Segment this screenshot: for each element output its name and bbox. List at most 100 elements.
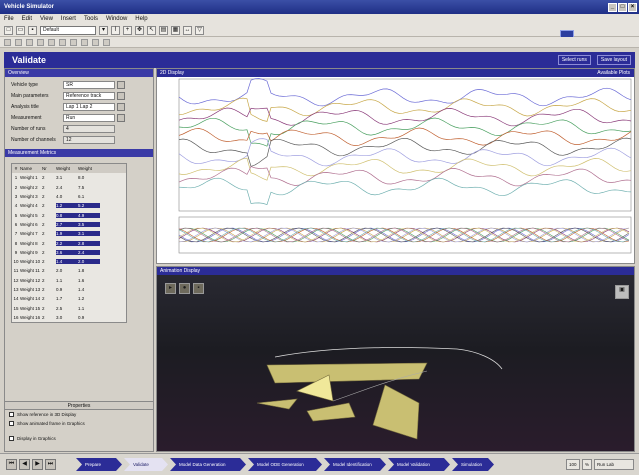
table-row[interactable]: 14 Weight 14 2 1.7 1.2 [12,294,126,303]
record-icon[interactable]: ● [179,283,190,294]
field-browse-button[interactable] [117,80,125,89]
table-cell: Weight 12 [20,277,41,283]
field-browse-button[interactable] [117,91,125,100]
save-layout-button[interactable]: Save layout [596,55,631,65]
animation-canvas[interactable] [157,275,634,451]
layout-combo[interactable]: Default [40,25,96,35]
settings-icon[interactable]: ▪ [193,283,204,294]
table-row[interactable]: 8 Weight 8 2 2.2 2.8 [12,238,126,247]
table-row[interactable]: 15 Weight 15 2 2.5 1.1 [12,303,126,312]
step-validate[interactable]: Validate [124,458,168,471]
menu-file[interactable]: File [4,16,14,22]
tool-icon-1[interactable] [4,38,11,46]
table-cell: 1.2 [56,203,78,209]
step-prepare[interactable]: Prepare [76,458,122,471]
plot-canvas[interactable] [157,77,634,263]
table-row[interactable]: 1 Weight 1 2 3.1 8.0 [12,173,126,182]
table-row[interactable]: 6 Weight 6 2 2.7 3.5 [12,220,126,229]
field-browse-button[interactable] [117,113,125,122]
plot-icon[interactable]: ⌇ [111,25,120,35]
step-simulation[interactable]: Simulation [452,458,494,471]
table-row[interactable]: 13 Weight 13 2 0.9 1.4 [12,285,126,294]
table-cell: Weight 8 [20,240,38,246]
measure-icon[interactable]: ↔ [183,25,192,35]
field-value[interactable]: Lap 1 Lap 2 [63,102,115,111]
menu-insert[interactable]: Insert [60,16,76,22]
print-icon[interactable]: ▤ [159,25,168,35]
table-cell: Weight 1 [20,175,38,181]
trace-line [178,177,632,206]
menu-tools[interactable]: Tools [83,16,98,22]
tool-icon-10[interactable] [103,38,110,46]
menu-edit[interactable]: Edit [21,16,33,22]
first-icon[interactable]: ⏮ [6,459,17,470]
pan-icon[interactable]: ✥ [135,25,144,35]
table-row[interactable]: 4 Weight 4 2 1.2 5.2 [12,201,126,210]
tool-icon-3[interactable] [26,38,33,46]
step-model-validation[interactable]: Model Validation [388,458,450,471]
tool-icon-7[interactable] [70,38,77,46]
field-value[interactable]: 4 [63,124,115,133]
filter-icon[interactable]: ▽ [195,25,204,35]
metrics-table[interactable]: # Name Nr Weight Weight 1 Weight 1 2 3.1 8.0… [11,163,127,324]
step-model-data-generation[interactable]: Model Data Generation [170,458,246,471]
checkbox-show-animated[interactable]: Show animated frame in Graphics [5,419,153,428]
tool-icon-5[interactable] [48,38,55,46]
field-browse-button[interactable] [117,102,125,111]
field-row: Number of channels 12 [5,134,153,145]
zoom-icon[interactable]: + [123,25,132,35]
field-value[interactable]: 12 [63,135,115,144]
tool-icon-9[interactable] [92,38,99,46]
step-model-identification[interactable]: Model Identification [324,458,386,471]
checkbox-icon[interactable] [9,412,14,417]
menu-bar: File Edit View Insert Tools Window Help [0,14,639,24]
table-cell: 1.9 [56,231,78,237]
available-plots-link[interactable]: Available Plots [597,70,630,76]
table-row[interactable]: 12 Weight 12 2 1.1 1.6 [12,276,126,285]
prev-icon[interactable]: ◀ [19,459,30,470]
checkbox-icon[interactable] [9,421,14,426]
tool-icon-8[interactable] [81,38,88,46]
field-value[interactable]: Run [63,113,115,122]
table-cell: 6 [14,221,18,227]
tool-icon-2[interactable] [15,38,22,46]
dropdown-icon[interactable]: ▾ [99,25,108,35]
table-row[interactable]: 11 Weight 11 2 2.0 1.8 [12,266,126,275]
menu-view[interactable]: View [40,16,53,22]
step-model-ode-generation[interactable]: Model ODE Generation [248,458,322,471]
next-icon[interactable]: ▶ [32,459,43,470]
menu-window[interactable]: Window [105,16,128,22]
tool-icon-4[interactable] [37,38,44,46]
table-row[interactable]: 10 Weight 10 2 1.4 2.0 [12,257,126,266]
menu-help[interactable]: Help [135,16,148,22]
camera-icon[interactable]: ▣ [615,285,629,299]
grid-icon[interactable]: ▦ [171,25,180,35]
table-row[interactable]: 5 Weight 5 2 0.8 4.9 [12,210,126,219]
select-runs-button[interactable]: Select runs [557,55,591,65]
table-row[interactable]: 2 Weight 2 2 2.4 7.5 [12,183,126,192]
minimize-button[interactable]: _ [608,2,617,12]
field-value[interactable]: Reference track [63,91,115,100]
maximize-button[interactable]: □ [618,2,627,12]
save-icon[interactable]: ▪ [28,25,37,35]
tool-icon-6[interactable] [59,38,66,46]
play-icon[interactable]: ▸ [165,283,176,294]
close-button[interactable]: × [628,2,637,12]
checkbox-icon[interactable] [9,436,14,441]
table-row[interactable]: 9 Weight 9 2 3.6 2.4 [12,248,126,257]
table-cell: 2 [42,259,45,265]
checkbox-show-reference[interactable]: Show reference in 3D Display [5,410,153,419]
table-row[interactable]: 3 Weight 3 2 4.0 6.1 [12,192,126,201]
last-icon[interactable]: ⏭ [45,459,56,470]
field-row: Number of runs 4 [5,123,153,134]
table-row[interactable]: 7 Weight 7 2 1.9 3.1 [12,229,126,238]
checkbox-display-graphics[interactable]: Display in Graphics [5,434,153,443]
open-icon[interactable]: ▭ [16,25,25,35]
field-label: Vehicle type [11,81,38,88]
cursor-icon[interactable]: ↖ [147,25,156,35]
table-header: # Name Nr Weight Weight [12,164,126,174]
new-icon[interactable]: □ [4,25,13,35]
table-row[interactable]: 16 Weight 16 2 3.0 0.9 [12,313,126,322]
module-header: Validate Select runs Save layout [4,52,635,68]
field-value[interactable]: SR [63,80,115,89]
